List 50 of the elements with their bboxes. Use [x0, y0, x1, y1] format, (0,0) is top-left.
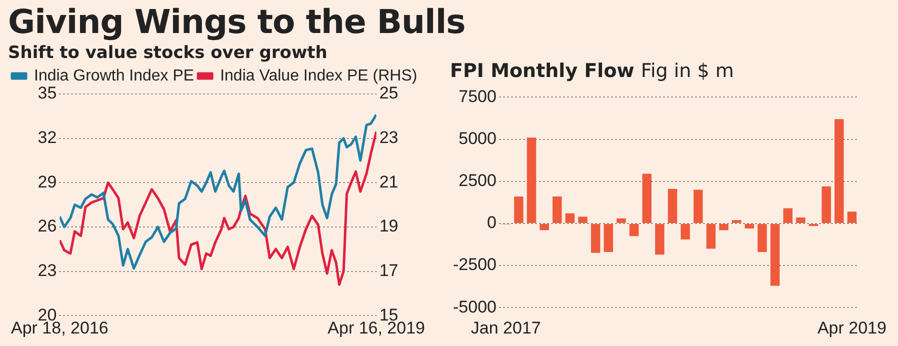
y-tick-label: 32	[38, 128, 57, 148]
y-tick-label: 2500	[458, 171, 496, 190]
x-tick-label: Jan 2017	[470, 318, 541, 338]
chart-subtitle: Shift to value stocks over growth	[8, 43, 328, 63]
y2-tick-label: 21	[379, 172, 398, 192]
y-tick-label: 7500	[458, 86, 496, 106]
y-tick-label: 5000	[458, 128, 496, 148]
chart-subtitle: Fig in $ m	[640, 60, 734, 82]
bar	[591, 224, 600, 253]
y-tick-label: -2500	[452, 255, 496, 274]
y-tick-label: 23	[38, 260, 57, 280]
y2-tick-label: 17	[379, 260, 398, 280]
bar	[847, 212, 857, 223]
y2-tick-label: 23	[379, 128, 398, 148]
y-tick-label: 0	[487, 213, 496, 232]
y-tick-label: -5000	[452, 297, 496, 316]
bar	[834, 119, 844, 223]
bar	[526, 138, 536, 223]
y2-tick-label: 19	[379, 216, 398, 236]
y-tick-label: 35	[38, 84, 57, 103]
bar	[796, 218, 806, 223]
bar	[680, 224, 690, 240]
bar	[565, 213, 575, 223]
bar	[655, 224, 664, 255]
bar	[514, 196, 524, 223]
bar	[668, 188, 678, 223]
bar	[783, 208, 792, 223]
bar	[694, 190, 703, 223]
chart-title: Giving Wings to the Bulls	[8, 2, 466, 42]
bar	[706, 224, 716, 249]
bar	[616, 218, 626, 223]
bar	[629, 224, 639, 236]
bar	[770, 224, 780, 286]
y2-tick-label: 25	[379, 84, 398, 103]
legend-label: India Value Index PE (RHS)	[220, 67, 418, 84]
bar	[758, 224, 767, 252]
bar	[822, 186, 831, 223]
y-tick-label: 29	[38, 172, 57, 192]
legend-label: India Growth Index PE	[34, 67, 194, 84]
x-tick-label: Apr 2019	[817, 318, 886, 338]
bar	[732, 220, 742, 223]
bar	[540, 224, 549, 230]
bar	[719, 224, 728, 230]
bar	[578, 216, 588, 223]
bar	[744, 224, 754, 228]
bar	[604, 224, 614, 252]
bar	[552, 196, 562, 223]
bar	[642, 174, 652, 223]
chart-title: FPI Monthly Flow	[450, 60, 636, 82]
y-tick-label: 26	[38, 216, 57, 236]
